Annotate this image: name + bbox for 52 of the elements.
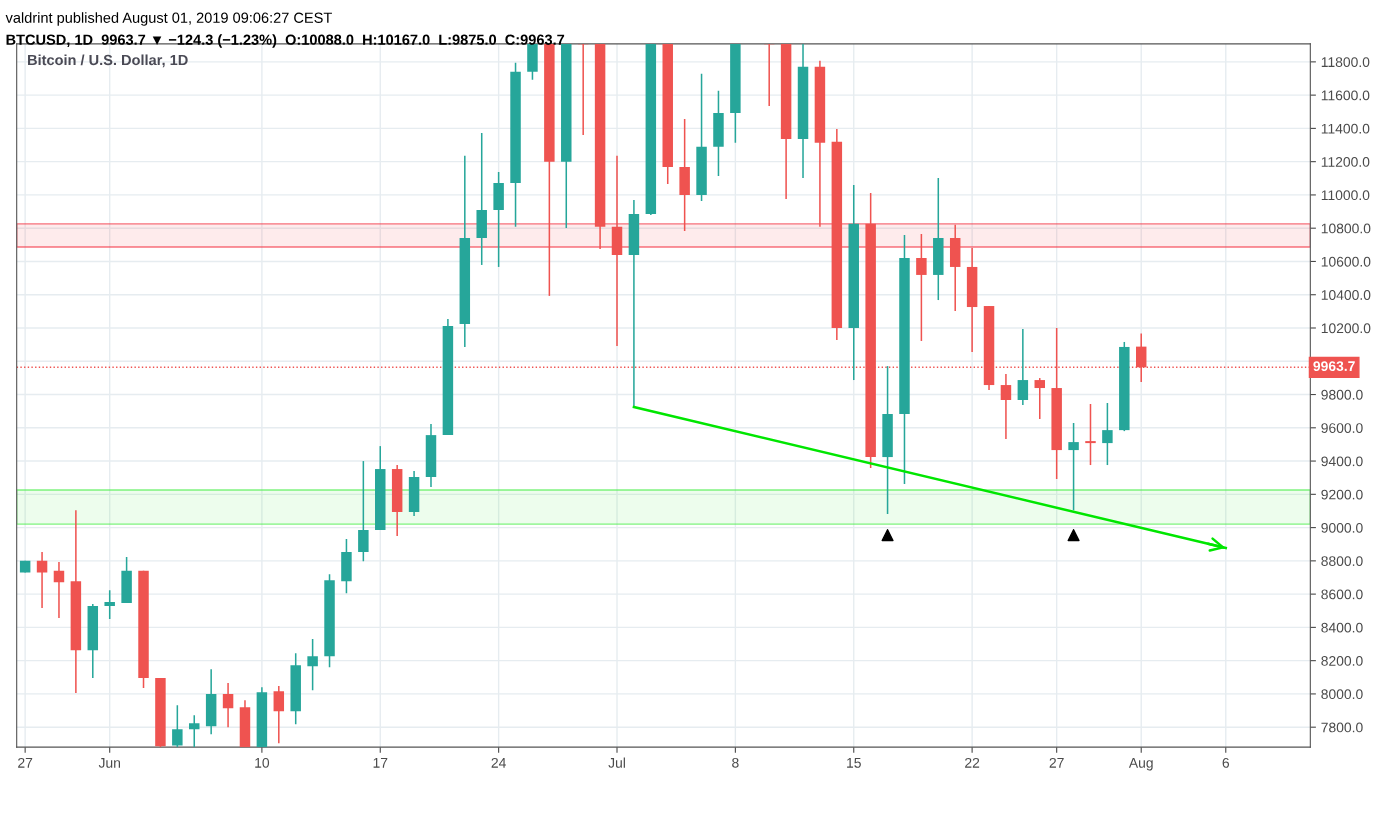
y-tick-label: 7800.0 [1321,722,1363,733]
y-tick-label: 9000.0 [1321,522,1363,533]
x-tick-label: 22 [965,757,980,768]
x-tick-label: 24 [491,757,506,768]
y-tick-label: 9600.0 [1321,423,1363,433]
y-tick-label: 11000.0 [1321,190,1370,201]
annotation: BTCUSD, 1D 9963.7 ▼ −124.3 (−1.23%) O:10088.0 H:10167.0 L:9875.0 C:9963.7 [6,34,565,48]
x-tick-label: Jun [98,758,120,768]
y-tick-label: 10200.0 [1321,323,1371,334]
candlestick [307,638,318,692]
candlestick [189,714,200,748]
x-tick-label: 8 [732,757,739,768]
y-tick-label: 8800.0 [1321,556,1363,567]
candlestick [104,589,115,620]
y-tick-label: 10600.0 [1321,256,1371,267]
candlestick [1034,377,1045,420]
y-tick-label: 10400.0 [1321,290,1371,300]
y-tick-label: 11800.0 [1321,57,1370,68]
y-tick-label: 8400.0 [1321,622,1363,633]
x-tick-label: Jul [608,757,625,768]
x-tick-label: Aug [1128,758,1153,771]
candlestick [273,685,285,744]
y-tick-label: 8200.0 [1321,655,1363,666]
candlestick [1085,403,1096,466]
candlestick [172,704,183,748]
candlestick [358,460,369,562]
y-tick-label: 9400.0 [1321,456,1363,467]
y-tick-label: 11600.0 [1321,90,1370,101]
x-tick-label: 6 [1222,757,1230,768]
candlestick [222,682,234,728]
candlestick [36,551,48,609]
y-tick-label: 8600.0 [1321,589,1363,600]
x-tick-label: 17 [373,758,388,768]
candlestick [916,233,927,342]
y-tick-label: 10800.0 [1321,223,1371,234]
y-tick-label: 9800.0 [1321,389,1363,400]
y-tick-label: 11200.0 [1321,157,1370,167]
candlestick [1068,422,1079,511]
y-tick-label: 9200.0 [1321,489,1363,500]
x-tick-label: 27 [18,757,33,768]
candlestick [1102,402,1113,466]
x-tick-label: 10 [255,757,270,768]
candlestick [1017,328,1029,406]
y-tick-label: 8000.0 [1321,689,1363,700]
text: valdrint published August 01, 2019 09:06:27 CEST [5,12,332,26]
candlestick [1000,373,1012,440]
ref-line-label: 9963.7 [1313,361,1355,372]
y-tick-label: 11400.0 [1321,123,1370,134]
text: Bitcoin / U.S. Dollar, 1D [28,54,188,68]
x-tick-label: 27 [1049,757,1064,768]
candlestick [53,561,65,619]
x-tick-label: 15 [847,758,861,768]
